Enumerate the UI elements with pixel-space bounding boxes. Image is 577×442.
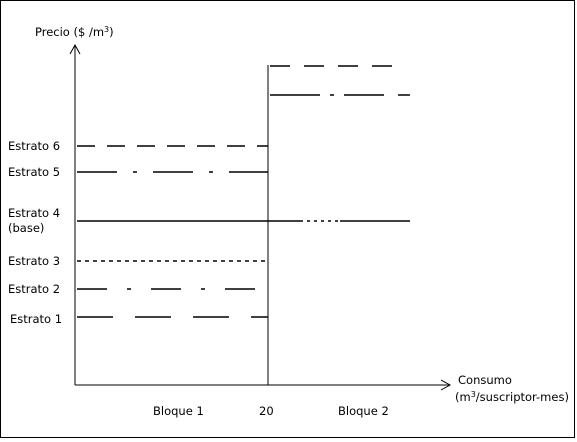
strata-label: Estrato 3 <box>8 254 60 268</box>
strata-label: Estrato 6 <box>8 139 60 153</box>
strata-label: Estrato 2 <box>8 282 60 296</box>
block-label: Bloque 2 <box>338 404 389 418</box>
x-axis-label: (m3/suscriptor-mes) <box>455 390 569 405</box>
strata-label: Estrato 4 <box>8 206 60 220</box>
block-label: Bloque 1 <box>153 404 204 418</box>
strata-label: Estrato 5 <box>8 165 60 179</box>
x-axis-label: Consumo <box>458 373 512 387</box>
strata-note: (base) <box>8 221 44 235</box>
threshold-label: 20 <box>259 404 274 418</box>
strata-label: Estrato 1 <box>10 312 62 326</box>
x-arrow <box>440 379 452 391</box>
y-axis-label: Precio ($ /m3) <box>35 25 114 40</box>
y-arrow <box>69 43 81 55</box>
